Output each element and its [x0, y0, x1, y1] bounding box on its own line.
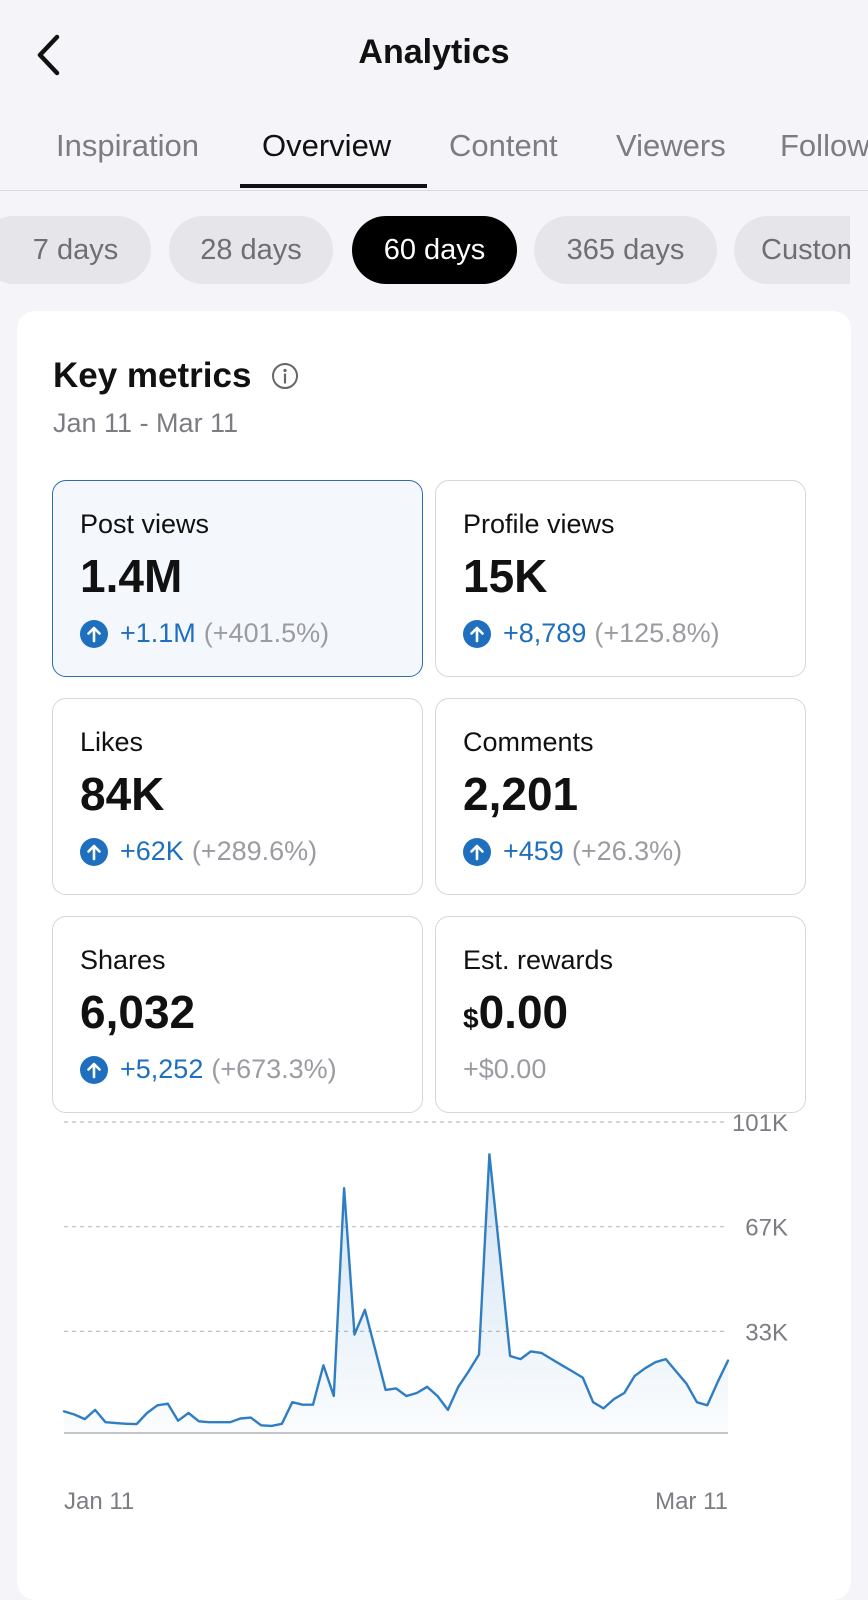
change-amount: +8,789	[503, 618, 587, 648]
metric-label: Shares	[80, 945, 166, 975]
tab-followers[interactable]: Follow	[780, 128, 868, 163]
y-tick-label: 33K	[745, 1319, 788, 1346]
metric-value: $0.00	[463, 985, 568, 1039]
metric-change: +459 (+26.3%)	[463, 836, 682, 867]
range-28-days[interactable]: 28 days	[169, 216, 333, 284]
metric-value: 2,201	[463, 768, 579, 820]
page-title: Analytics	[358, 33, 510, 71]
metric-comments[interactable]: Comments 2,201 +459 (+26.3%)	[435, 698, 806, 895]
change-percent: (+125.8%)	[594, 618, 720, 648]
info-icon[interactable]	[271, 362, 299, 390]
metric-change: +$0.00	[463, 1054, 546, 1085]
range-365-days[interactable]: 365 days	[534, 216, 717, 284]
tab-content[interactable]: Content	[449, 128, 558, 163]
change-percent: (+26.3%)	[571, 836, 683, 866]
date-range-text: Jan 11 - Mar 11	[53, 408, 239, 438]
metric-label: Post views	[80, 509, 210, 539]
post-views-chart: 33K 67K 101K Jan 11 Mar 11	[62, 1110, 788, 1515]
x-tick-label: Mar 11	[655, 1488, 728, 1515]
currency-symbol: $	[463, 1003, 479, 1034]
metric-value-amount: 0.00	[478, 986, 569, 1038]
metric-label: Est. rewards	[463, 945, 614, 975]
y-tick-label: 101K	[732, 1110, 788, 1137]
header: Analytics	[0, 0, 868, 110]
change-amount: +$0.00	[463, 1054, 547, 1084]
tab-overview[interactable]: Overview	[262, 128, 392, 163]
metric-value: 15K	[463, 550, 548, 602]
metric-value: 6,032	[80, 986, 196, 1038]
change-amount: +459	[503, 836, 564, 866]
tab-viewers[interactable]: Viewers	[616, 128, 726, 163]
change-percent: (+673.3%)	[211, 1054, 337, 1084]
metric-change: +5,252 (+673.3%)	[80, 1054, 337, 1085]
range-7-days[interactable]: 7 days	[0, 216, 151, 284]
metric-profile-views[interactable]: Profile views 15K +8,789 (+125.8%)	[435, 480, 806, 677]
tab-inspiration[interactable]: Inspiration	[56, 128, 200, 163]
change-amount: +1.1M	[120, 618, 196, 648]
y-tick-label: 67K	[745, 1215, 788, 1242]
tab-bar: Inspiration Overview Content Viewers Fol…	[0, 110, 868, 191]
metric-change: +8,789 (+125.8%)	[463, 618, 720, 649]
metric-label: Likes	[80, 727, 144, 757]
chevron-left-icon	[37, 34, 60, 76]
metric-change: +62K (+289.6%)	[80, 836, 317, 867]
metric-likes[interactable]: Likes 84K +62K (+289.6%)	[52, 698, 423, 895]
change-amount: +5,252	[120, 1054, 204, 1084]
range-label: 365 days	[566, 233, 685, 266]
metric-change: +1.1M (+401.5%)	[80, 618, 329, 649]
date-range-selector: 7 days 28 days 60 days 365 days Custom	[0, 216, 850, 286]
range-custom[interactable]: Custom	[734, 216, 850, 284]
metric-post-views[interactable]: Post views 1.4M +1.1M (+401.5%)	[52, 480, 423, 677]
change-amount: +62K	[120, 836, 184, 866]
metric-label: Comments	[463, 727, 594, 757]
key-metrics-title: Key metrics	[53, 356, 252, 395]
post-views-area	[64, 1154, 728, 1433]
range-label: 60 days	[383, 233, 486, 266]
metric-est-rewards[interactable]: Est. rewards $0.00 +$0.00	[435, 916, 806, 1113]
metric-shares[interactable]: Shares 6,032 +5,252 (+673.3%)	[52, 916, 423, 1113]
post-views-line	[62, 1153, 730, 1428]
back-button[interactable]	[28, 30, 68, 80]
arrow-up-circle-icon	[80, 837, 108, 866]
change-percent: (+401.5%)	[203, 618, 330, 648]
active-tab-indicator	[240, 184, 427, 188]
range-60-days[interactable]: 60 days	[352, 216, 517, 284]
metric-label: Profile views	[463, 509, 615, 539]
arrow-up-circle-icon	[80, 619, 108, 648]
x-tick-label: Jan 11	[64, 1488, 134, 1515]
arrow-up-circle-icon	[463, 619, 491, 648]
metric-value: 84K	[80, 768, 165, 820]
range-label: 7 days	[32, 233, 119, 266]
range-label: Custom	[761, 233, 850, 266]
key-metrics-card: Key metrics Jan 11 - Mar 11 Post views 1…	[17, 311, 851, 1600]
range-label: 28 days	[200, 233, 302, 266]
change-percent: (+289.6%)	[191, 836, 318, 866]
metric-value: 1.4M	[80, 550, 183, 602]
arrow-up-circle-icon	[463, 837, 491, 866]
arrow-up-circle-icon	[80, 1055, 108, 1084]
